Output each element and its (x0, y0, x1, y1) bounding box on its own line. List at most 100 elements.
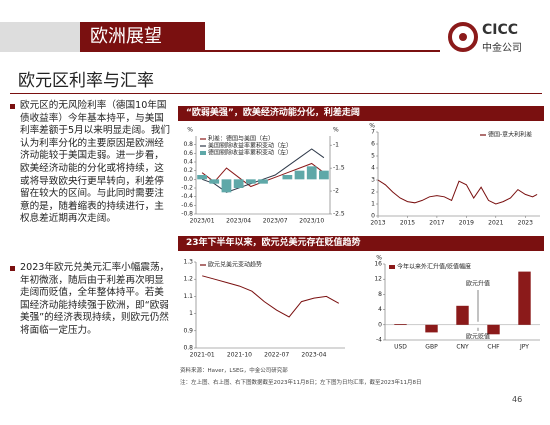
legend-label: 欧元兑美元变动趋势 (208, 261, 262, 269)
y-tick-label: 0 (378, 321, 382, 328)
bar (319, 170, 329, 180)
x-tick-label: 2015 (400, 220, 415, 227)
y-tick-label: -0.8 (181, 211, 193, 218)
chart-banner: 23年下半年以来，欧元兑美元存在贬值趋势 (178, 236, 544, 251)
y-tick-label: -4 (376, 337, 382, 344)
x-tick-label: 2021-10 (227, 352, 252, 359)
x-tick-label: 2021-01 (190, 352, 215, 359)
y-tick-label: 16 (374, 261, 382, 268)
y-tick-label: 0.6 (183, 150, 193, 157)
bar (233, 179, 244, 188)
legend-label: 德国剔除收益率累积变动（左） (208, 149, 292, 157)
x-tick-label: CHF (487, 344, 500, 351)
legend-label: 利差：德国与美国（右） (208, 135, 274, 143)
bar (456, 305, 469, 325)
y2-unit: % (333, 127, 339, 134)
x-tick-label: 2021 (488, 220, 503, 227)
logo-mark (448, 22, 478, 52)
footnote: 注：左上图、右上图、右下图数据截至2023年11月8日；左下图为日均汇率，截至2… (180, 380, 422, 386)
page-number: 46 (512, 395, 523, 404)
y-tick-label: 12 (374, 276, 382, 283)
bar (487, 324, 500, 335)
annotation: 欧元升值 (466, 280, 490, 288)
y-tick-label: 0.8 (183, 141, 193, 148)
y2-tick-label: -2.5 (333, 211, 345, 218)
y2-tick-label: -2 (333, 188, 339, 195)
bar (209, 179, 220, 184)
section-title: 欧元区利率与汇率 (18, 71, 154, 91)
y-tick-label: 2 (371, 189, 375, 196)
y-tick-label: 4 (378, 306, 382, 313)
header-bar (0, 22, 80, 52)
y-tick-label: 1 (371, 201, 375, 208)
bar (518, 271, 531, 325)
y-tick-label: 0.8 (183, 345, 193, 352)
legend-swatch (389, 265, 395, 269)
y-tick-label: -0.6 (181, 202, 193, 209)
y-tick-label: 0.4 (183, 159, 193, 166)
header-rule (205, 50, 440, 52)
x-tick-label: CNY (456, 344, 469, 351)
bullet-text: 2023年欧元兑美元汇率小幅震荡，年初微涨，随后由于利差再次明显走阔而贬值，全年… (10, 262, 170, 338)
series-line (377, 179, 538, 205)
chart-banner: “欧弱美强”，欧美经济动能分化，利差走阔 (178, 106, 544, 121)
y-tick-label: 7 (371, 129, 375, 136)
y-tick-label: 4 (371, 165, 375, 172)
x-tick-label: 2023-04 (301, 352, 326, 359)
source-note: 资料来源：Haver，LSEG，中金公司研究部 (180, 368, 288, 374)
bar (294, 170, 305, 180)
y-tick-label: 0.9 (183, 327, 193, 334)
y-tick-label: -0.4 (181, 193, 193, 200)
y-tick-label: 3 (371, 177, 375, 184)
x-tick-label: 2013 (370, 220, 385, 227)
series-line (202, 275, 340, 318)
y-unit: % (187, 127, 193, 134)
y-tick-label: 8 (378, 291, 382, 298)
y-tick-label: 5 (371, 153, 375, 160)
y-tick-label: -0.2 (181, 185, 193, 192)
x-tick-label: 2023/01 (190, 218, 215, 225)
logo-cn: 中金公司 (482, 43, 522, 54)
x-tick-label: USD (394, 344, 407, 351)
legend-label: 德国-意大利利差 (488, 131, 532, 139)
y-unit: % (369, 123, 375, 130)
legend-label: 美国剔除收益率累积变动（左） (208, 142, 292, 150)
x-tick-label: JPY (519, 344, 529, 351)
y-tick-label: 0.0 (183, 176, 193, 183)
y-unit: % (376, 255, 382, 262)
x-tick-label: 2023/07 (263, 218, 288, 225)
section-rule (10, 93, 542, 94)
x-tick-label: 2022-07 (264, 352, 289, 359)
bar (394, 324, 407, 325)
legend-label: 今年以来外汇升值/贬值幅度 (397, 263, 471, 271)
legend-swatch (200, 151, 206, 155)
x-tick-label: 2023/10 (299, 218, 324, 225)
annotation: 欧元贬值 (466, 333, 490, 341)
bar (306, 166, 317, 180)
y2-tick-label: -1.5 (333, 165, 345, 172)
bullet-text: 欧元区的无风险利率（德国10年国债收益率）今年基本持平，与美国利率差额于5月以来… (10, 100, 170, 226)
header-title: 欧洲展望 (80, 22, 205, 52)
y-tick-label: 0.2 (183, 167, 193, 174)
y-tick-label: 1.3 (183, 259, 193, 266)
y-tick-label: 1.1 (183, 293, 193, 300)
y-tick-label: 6 (371, 141, 375, 148)
x-tick-label: 2023/04 (226, 218, 251, 225)
bar (245, 179, 256, 184)
x-tick-label: 2019 (459, 220, 474, 227)
bar (221, 179, 232, 193)
bar (282, 175, 293, 180)
bar (197, 175, 207, 180)
logo-en: CICC (482, 22, 519, 38)
y-tick-label: 1.2 (183, 276, 193, 283)
y-tick-label: 1 (189, 310, 193, 317)
x-tick-label: 2017 (429, 220, 444, 227)
x-tick-label: GBP (425, 344, 438, 351)
y2-tick-label: -1 (333, 142, 339, 149)
bar (425, 324, 438, 333)
bar (258, 179, 268, 184)
x-tick-label: 2023 (518, 220, 533, 227)
y-tick-label: 0 (371, 213, 375, 220)
